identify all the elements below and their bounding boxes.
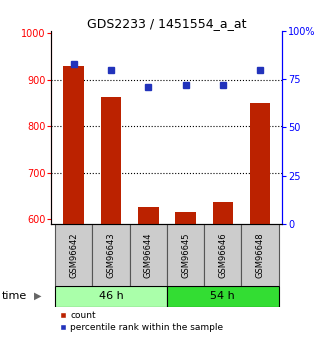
Bar (55, 286, 167, 307)
Bar (138, 207, 159, 345)
Text: GSM96642: GSM96642 (69, 232, 78, 277)
Bar (175, 212, 196, 345)
Text: GSM96648: GSM96648 (256, 232, 265, 278)
Text: GSM96645: GSM96645 (181, 232, 190, 277)
Bar (92, 224, 130, 286)
Bar (55, 224, 92, 286)
Bar (213, 201, 233, 345)
Text: GSM96646: GSM96646 (218, 232, 227, 278)
Bar (101, 97, 121, 345)
Bar (204, 224, 241, 286)
Text: 46 h: 46 h (99, 291, 123, 301)
Text: time: time (2, 291, 27, 301)
Text: 54 h: 54 h (211, 291, 235, 301)
Text: ▶: ▶ (34, 291, 41, 301)
Title: GDS2233 / 1451554_a_at: GDS2233 / 1451554_a_at (87, 17, 247, 30)
Text: GSM96643: GSM96643 (107, 232, 116, 278)
Bar (130, 224, 167, 286)
Legend: count, percentile rank within the sample: count, percentile rank within the sample (56, 308, 227, 336)
Bar (241, 224, 279, 286)
Bar (167, 286, 279, 307)
Text: GSM96644: GSM96644 (144, 232, 153, 277)
Bar (64, 66, 84, 345)
Bar (250, 103, 270, 345)
Bar (167, 224, 204, 286)
